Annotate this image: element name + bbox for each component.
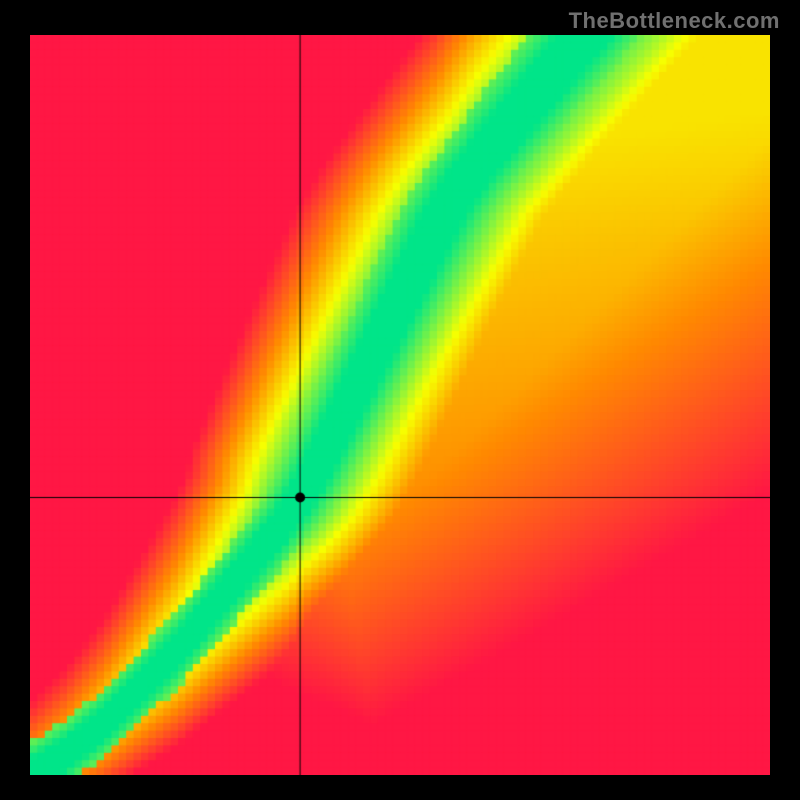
watermark-text: TheBottleneck.com <box>569 8 780 34</box>
chart-container: TheBottleneck.com <box>0 0 800 800</box>
heatmap-plot <box>30 35 770 775</box>
heatmap-canvas <box>30 35 770 775</box>
